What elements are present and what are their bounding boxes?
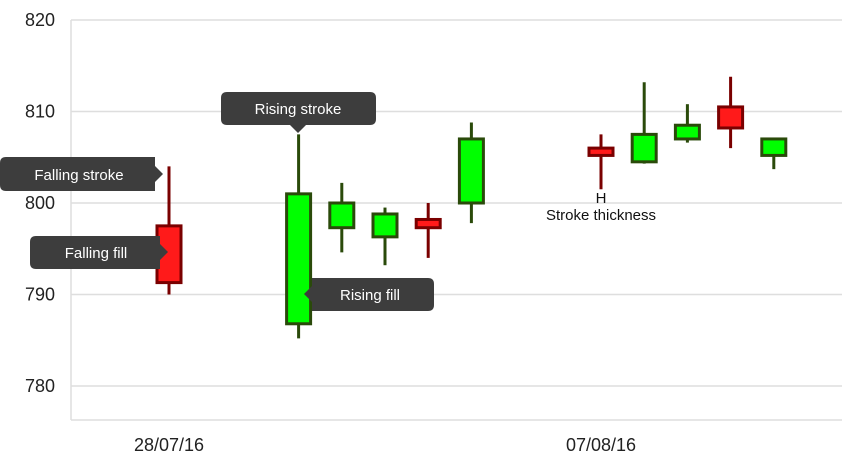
x-tick-label: 07/08/16 <box>566 435 636 455</box>
candle-body <box>760 137 788 157</box>
candle-body <box>587 146 615 157</box>
rising-candle <box>328 182 356 253</box>
falling-stroke-callout-text: Falling stroke <box>34 167 123 184</box>
y-tick-label: 810 <box>25 102 55 122</box>
candle-body <box>285 192 313 326</box>
rising-stroke-callout-text: Rising stroke <box>255 101 342 118</box>
stroke-thickness-marker: H <box>596 190 607 207</box>
falling-stroke-callout: Falling stroke <box>0 157 163 191</box>
stroke-thickness-label: Stroke thickness <box>546 207 656 224</box>
falling-candle <box>414 203 442 258</box>
falling-candle <box>155 166 183 295</box>
candle-body <box>457 137 485 205</box>
y-tick-label: 820 <box>25 10 55 30</box>
candle-body <box>414 217 442 230</box>
candle-body <box>371 212 399 239</box>
rising-stroke-callout: Rising stroke <box>221 92 376 133</box>
x-tick-label: 28/07/16 <box>134 435 204 455</box>
rising-candle <box>760 137 788 170</box>
rising-candle <box>673 104 701 143</box>
candle-body <box>328 201 356 230</box>
rising-fill-callout-text: Rising fill <box>340 287 400 304</box>
falling-candle <box>717 76 745 149</box>
rising-fill-callout: Rising fill <box>304 278 434 311</box>
y-tick-label: 800 <box>25 193 55 213</box>
y-axis-labels: 780 790 800 810 820 <box>25 10 55 396</box>
falling-candle <box>587 134 615 190</box>
rising-candle <box>630 82 658 164</box>
x-axis-labels: 28/07/16 07/08/16 <box>134 435 636 455</box>
grid-lines <box>70 19 842 421</box>
candle-body <box>673 123 701 141</box>
candle-body <box>717 105 745 130</box>
rising-candle <box>457 122 485 224</box>
rising-candle <box>285 134 313 339</box>
falling-fill-callout: Falling fill <box>30 236 168 269</box>
y-tick-label: 790 <box>25 285 55 305</box>
falling-fill-callout-text: Falling fill <box>65 245 128 262</box>
candle-body <box>630 132 658 164</box>
y-tick-label: 780 <box>25 376 55 396</box>
rising-candle <box>371 207 399 266</box>
